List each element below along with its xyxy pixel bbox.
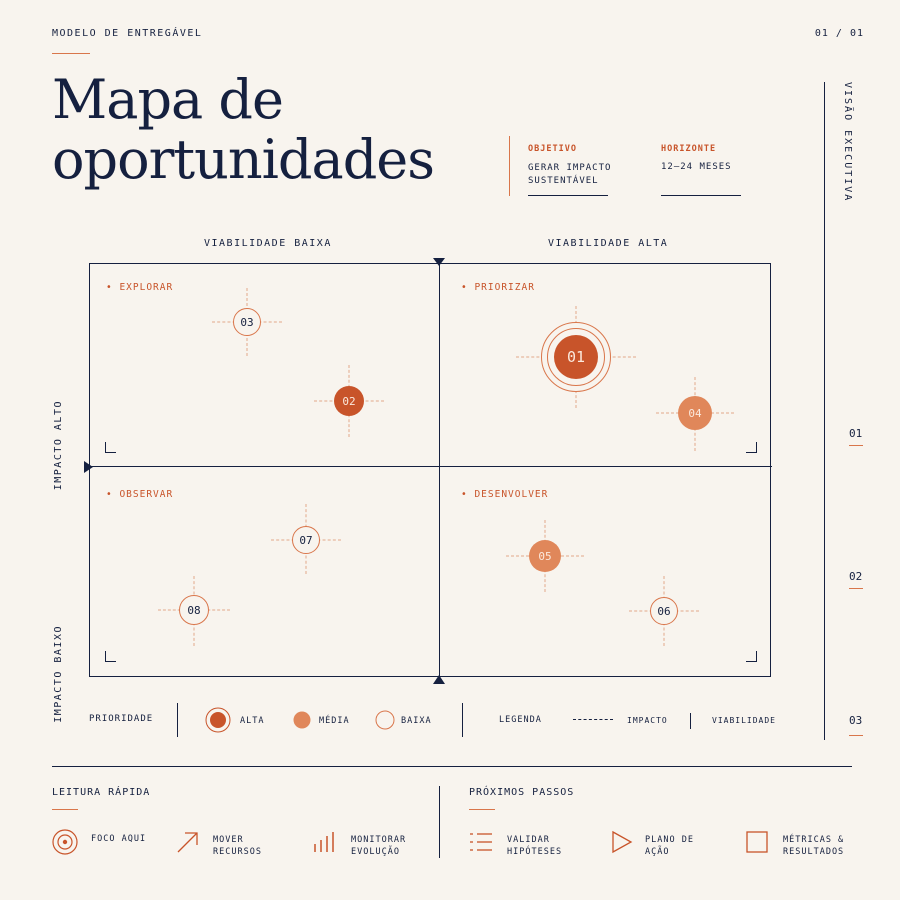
- axis-bottom-arrow-icon: [433, 675, 445, 684]
- next-item-metrics-line2: RESULTADOS: [783, 847, 845, 857]
- next-item-plan-line2: AÇÃO: [645, 847, 670, 857]
- horizon-rule: [661, 195, 741, 196]
- legend-priority-label: PRIORIDADE: [89, 714, 154, 724]
- side-rule: [824, 82, 825, 740]
- opportunity-node-01[interactable]: 01: [554, 335, 598, 379]
- bars-icon: [314, 832, 334, 852]
- next-item-metrics: MÉTRICAS & RESULTADOS: [783, 834, 844, 858]
- play-icon: [612, 830, 633, 854]
- next-item-metrics-line1: MÉTRICAS &: [783, 835, 845, 845]
- col-label-high: VIABILIDADE ALTA: [548, 238, 669, 249]
- page-indicator: 01 / 01: [814, 28, 864, 39]
- horizon-value: 12–24 MESES: [661, 162, 732, 172]
- priority-high-label: ALTA: [240, 716, 265, 726]
- legend-viability: VIABILIDADE: [712, 716, 776, 725]
- opportunity-node-03[interactable]: 03: [233, 308, 261, 336]
- quick-item-move: MOVER RECURSOS: [213, 834, 262, 858]
- row-label-low: IMPACTO BAIXO: [53, 625, 64, 723]
- legend-dash-icon: [573, 719, 613, 720]
- next-steps-rule: [469, 809, 495, 810]
- target-icon: [52, 829, 78, 855]
- arrow-up-right-icon: [177, 832, 198, 853]
- opportunity-node-02[interactable]: 02: [334, 386, 364, 416]
- corner-tick-icon: [746, 442, 757, 453]
- legend-label: LEGENDA: [499, 715, 542, 725]
- corner-tick-icon: [105, 442, 116, 453]
- objective-line-1: GERAR IMPACTO: [528, 163, 612, 173]
- side-marker-01: 01: [849, 427, 863, 440]
- objective-rule: [528, 195, 608, 196]
- quick-item-monitor-line2: EVOLUÇÃO: [351, 847, 400, 857]
- objective-label: OBJETIVO: [528, 144, 577, 154]
- priority-low-icon: [375, 710, 395, 730]
- title-line-2: oportunidades: [52, 128, 435, 191]
- matrix-frame: [89, 263, 771, 677]
- legend-impact: IMPACTO: [627, 716, 668, 725]
- quadrant-desenvolver: • DESENVOLVER: [461, 489, 549, 500]
- square-icon: [746, 831, 768, 853]
- side-marker-rule-02: [849, 588, 863, 589]
- quick-read-rule: [52, 809, 78, 810]
- axis-vertical: [439, 263, 440, 683]
- next-item-validate-line1: VALIDAR: [507, 835, 550, 845]
- quick-item-monitor-line1: MONITORAR: [351, 835, 407, 845]
- row-label-high: IMPACTO ALTO: [53, 400, 64, 491]
- next-item-validate: VALIDAR HIPÓTESES: [507, 834, 562, 858]
- priority-medium-label: MÉDIA: [319, 716, 350, 726]
- opportunity-node-07[interactable]: 07: [292, 526, 320, 554]
- next-steps-label: PRÓXIMOS PASSOS: [469, 787, 575, 798]
- footer-split: [439, 786, 440, 858]
- node-halo-inner: [547, 328, 605, 386]
- quadrant-priorizar: • PRIORIZAR: [461, 282, 535, 293]
- quick-item-move-line2: RECURSOS: [213, 847, 262, 857]
- list-icon: [470, 833, 492, 851]
- quick-read-label: LEITURA RÁPIDA: [52, 787, 151, 798]
- quick-item-focus: FOCO AQUI: [91, 834, 147, 844]
- eyebrow-label: MODELO DE ENTREGÁVEL: [52, 28, 203, 39]
- objective-value: GERAR IMPACTO SUSTENTÁVEL: [528, 162, 611, 188]
- col-label-low: VIABILIDADE BAIXA: [204, 238, 332, 249]
- priority-low-label: BAIXA: [401, 716, 432, 726]
- side-marker-03: 03: [849, 714, 863, 727]
- opportunity-node-04[interactable]: 04: [678, 396, 712, 430]
- quick-item-move-line1: MOVER: [213, 835, 244, 845]
- legend-divider: [177, 703, 178, 737]
- axis-horizontal: [84, 466, 772, 467]
- side-marker-rule-01: [849, 445, 863, 446]
- corner-tick-icon: [105, 651, 116, 662]
- axis-left-arrow-icon: [84, 461, 93, 473]
- meta-divider: [509, 136, 510, 196]
- next-item-validate-line2: HIPÓTESES: [507, 847, 563, 857]
- title-line-1: Mapa de: [52, 68, 284, 131]
- side-marker-rule-03: [849, 735, 863, 736]
- quadrant-observar: • OBSERVAR: [106, 489, 174, 500]
- priority-medium-icon: [293, 711, 311, 729]
- priority-high-icon: [205, 707, 231, 733]
- quadrant-explorar: • EXPLORAR: [106, 282, 174, 293]
- objective-line-2: SUSTENTÁVEL: [528, 176, 599, 186]
- side-label: VISÃO EXECUTIVA: [842, 82, 853, 203]
- axis-top-arrow-icon: [433, 258, 445, 266]
- page-title: Mapa de oportunidades: [52, 68, 435, 191]
- opportunity-node-05[interactable]: 05: [529, 540, 561, 572]
- legend-divider: [462, 703, 463, 737]
- legend-divider-small: [690, 713, 691, 729]
- eyebrow-rule: [52, 53, 90, 54]
- quick-item-monitor: MONITORAR EVOLUÇÃO: [351, 834, 406, 858]
- footer-divider: [52, 766, 852, 767]
- corner-tick-icon: [746, 651, 757, 662]
- next-item-plan-line1: PLANO DE: [645, 835, 694, 845]
- next-item-plan: PLANO DE AÇÃO: [645, 834, 694, 858]
- side-marker-02: 02: [849, 570, 863, 583]
- opportunity-node-06[interactable]: 06: [650, 597, 678, 625]
- opportunity-node-08[interactable]: 08: [179, 595, 209, 625]
- horizon-label: HORIZONTE: [661, 144, 717, 154]
